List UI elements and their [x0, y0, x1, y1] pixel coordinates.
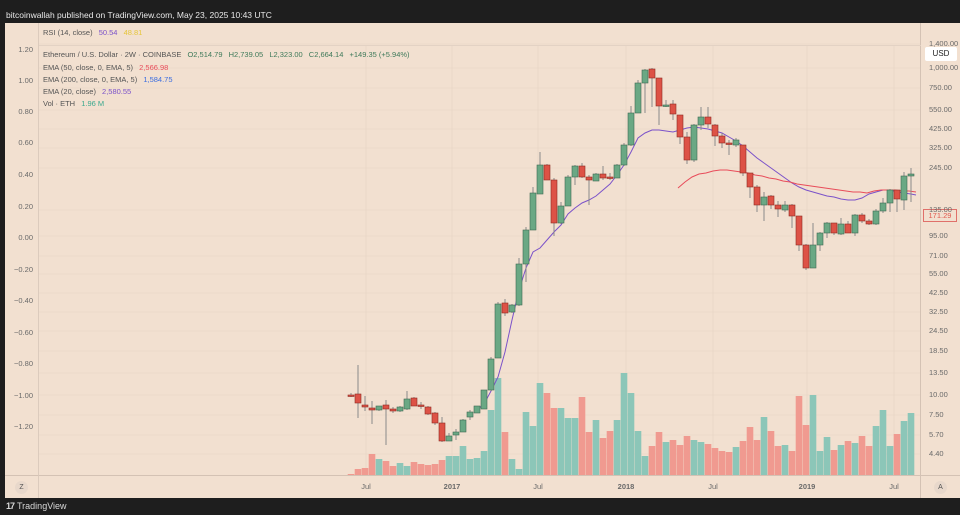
right-axis-tick: 7.50 — [929, 410, 944, 419]
left-axis-tick: −1.20 — [14, 422, 33, 431]
time-axis-tick: Jul — [533, 482, 543, 491]
time-axis-tick: Jul — [361, 482, 371, 491]
right-axis-tick: 5.70 — [929, 430, 944, 439]
tradingview-brand: TradingView — [17, 501, 67, 511]
left-corner: Z — [5, 475, 39, 498]
currency-button[interactable]: USD — [925, 47, 957, 61]
auto-scale-button[interactable]: A — [934, 481, 947, 494]
ema200-value: 1,584.75 — [143, 75, 173, 84]
right-axis-tick: 32.50 — [929, 307, 948, 316]
time-axis-tick: 2019 — [798, 482, 816, 491]
left-axis-tick: 0.60 — [18, 138, 33, 147]
left-axis-tick: 0.20 — [18, 202, 33, 211]
ohlc-open: O2,514.79 — [187, 50, 223, 59]
right-axis-tick: 42.50 — [929, 288, 948, 297]
right-axis-tick: 1,400.00 — [929, 39, 959, 48]
right-axis-tick: 135.00 — [929, 205, 952, 214]
chart-panel[interactable]: 1.20 1.00 0.80 0.60 0.40 0.20 0.00 −0.20 −0.40 −0… — [5, 23, 960, 498]
footer-bar: 17 TradingView — [0, 498, 960, 515]
volume-legend[interactable]: Vol · ETH 1.96 M — [43, 99, 108, 108]
ema20-legend[interactable]: EMA (20, close) 2,580.55 — [43, 87, 135, 96]
ema50-legend[interactable]: EMA (50, close, 0, EMA, 5) 2,566.98 — [43, 63, 172, 72]
left-axis-tick: −0.20 — [14, 265, 33, 274]
ohlc-low: L2,323.00 — [269, 50, 303, 59]
right-corner: A — [920, 475, 960, 498]
ohlc-close: C2,664.14 — [308, 50, 344, 59]
time-axis-tick: 2018 — [617, 482, 635, 491]
volume-label: Vol · ETH — [43, 99, 76, 108]
right-axis-tick: 71.00 — [929, 251, 948, 260]
rsi-ma-value: 48.81 — [123, 28, 143, 37]
ohlc-change: +149.35 (+5.94%) — [349, 50, 410, 59]
time-axis-tick: 2017 — [443, 482, 461, 491]
ema200-legend[interactable]: EMA (200, close, 0, EMA, 5) 1,584.75 — [43, 75, 177, 84]
rsi-pane-divider[interactable] — [39, 45, 921, 46]
right-axis-tick: 425.00 — [929, 124, 952, 133]
published-caption: bitcoinwallah published on TradingView.c… — [6, 10, 272, 20]
right-axis-tick: 24.50 — [929, 326, 948, 335]
price-chart-canvas[interactable] — [5, 23, 960, 498]
time-axis-tick: Jul — [708, 482, 718, 491]
right-axis-tick: 95.00 — [929, 231, 948, 240]
right-axis-tick: 325.00 — [929, 143, 952, 152]
left-axis-tick: 0.40 — [18, 170, 33, 179]
tradingview-logo[interactable]: 17 TradingView — [6, 501, 67, 511]
top-bar: bitcoinwallah published on TradingView.c… — [0, 0, 960, 23]
left-price-scale[interactable]: 1.20 1.00 0.80 0.60 0.40 0.20 0.00 −0.20 −0.40 −0… — [5, 23, 39, 475]
right-axis-tick: 4.40 — [929, 449, 944, 458]
right-axis-tick: 750.00 — [929, 83, 952, 92]
symbol-label: Ethereum / U.S. Dollar · 2W · COINBASE — [43, 50, 182, 59]
left-axis-tick: −0.60 — [14, 328, 33, 337]
rsi-legend[interactable]: RSI (14, close) 50.54 48.81 — [43, 28, 146, 37]
right-axis-tick: 550.00 — [929, 105, 952, 114]
ema200-label: EMA (200, close, 0, EMA, 5) — [43, 75, 138, 84]
volume-value: 1.96 M — [81, 99, 105, 108]
ema20-label: EMA (20, close) — [43, 87, 96, 96]
time-scale[interactable]: Jul 2017 Jul 2018 Jul 2019 Jul — [39, 475, 921, 498]
left-axis-tick: −1.00 — [14, 391, 33, 400]
symbol-legend[interactable]: Ethereum / U.S. Dollar · 2W · COINBASE O… — [43, 50, 414, 59]
time-axis-tick: Jul — [889, 482, 899, 491]
zoom-reset-button[interactable]: Z — [15, 481, 28, 494]
ema20-value: 2,580.55 — [102, 87, 132, 96]
right-axis-tick: 13.50 — [929, 368, 948, 377]
rsi-value: 50.54 — [98, 28, 118, 37]
rsi-label: RSI (14, close) — [43, 28, 93, 37]
left-axis-tick: 0.00 — [18, 233, 33, 242]
right-axis-tick: 1,000.00 — [929, 63, 959, 72]
tradingview-logo-icon: 17 — [6, 501, 15, 511]
left-axis-tick: −0.40 — [14, 296, 33, 305]
current-price-label: 171.29 — [923, 209, 957, 222]
right-axis-tick: 55.00 — [929, 269, 948, 278]
ema50-value: 2,566.98 — [139, 63, 169, 72]
left-axis-tick: 1.20 — [18, 45, 33, 54]
left-axis-tick: 0.80 — [18, 107, 33, 116]
ema50-label: EMA (50, close, 0, EMA, 5) — [43, 63, 134, 72]
left-axis-tick: −0.80 — [14, 359, 33, 368]
right-price-scale[interactable]: USD 171.29 1,400.00 1,000.00 750.00 550.00 4… — [920, 23, 960, 475]
ohlc-high: H2,739.05 — [228, 50, 264, 59]
right-axis-tick: 18.50 — [929, 346, 948, 355]
right-axis-tick: 10.00 — [929, 390, 948, 399]
right-axis-tick: 245.00 — [929, 163, 952, 172]
left-axis-tick: 1.00 — [18, 76, 33, 85]
